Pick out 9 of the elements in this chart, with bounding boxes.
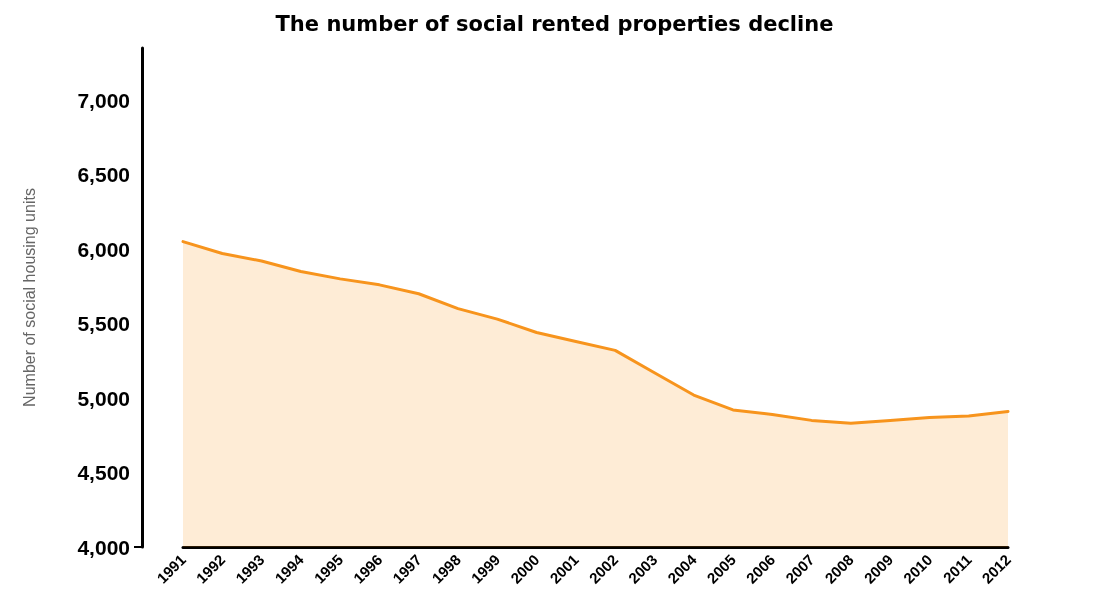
y-tick-label: 6,000 — [77, 237, 130, 261]
chart-title: The number of social rented properties decline — [275, 11, 834, 36]
y-tick-label: 7,000 — [77, 88, 130, 112]
y-tick-label: 5,500 — [77, 312, 130, 336]
y-axis-title: Number of social housing units — [20, 188, 38, 407]
y-tick-label: 4,500 — [77, 461, 130, 485]
y-tick-label: 4,000 — [77, 535, 130, 559]
y-tick-label: 5,000 — [77, 386, 130, 410]
y-tick-label: 6,500 — [77, 163, 130, 187]
